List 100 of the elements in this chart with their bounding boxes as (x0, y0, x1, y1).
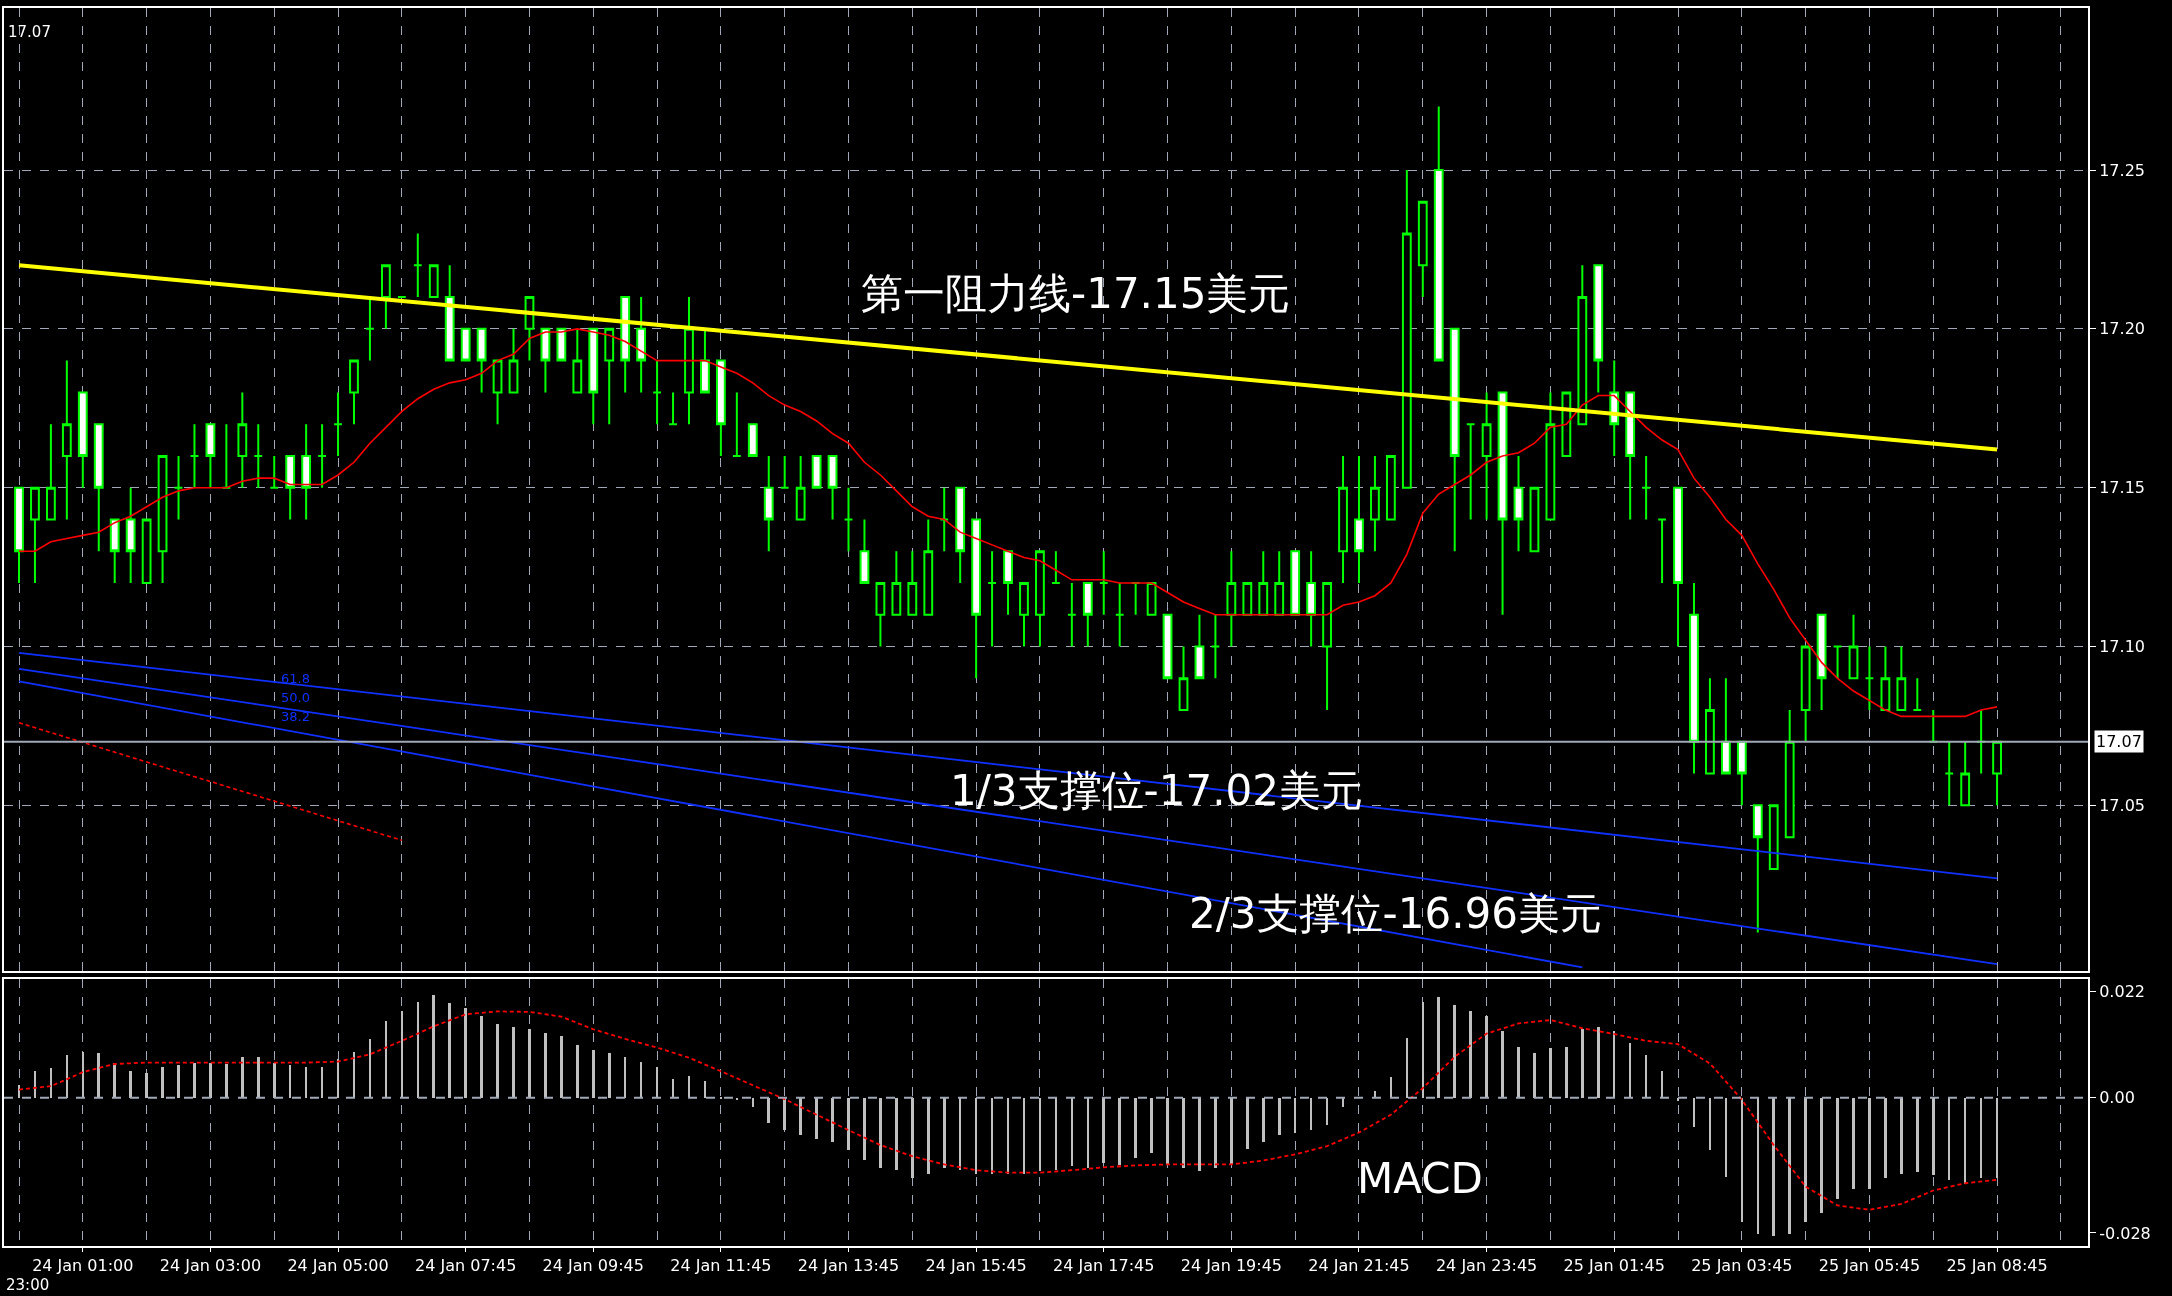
bar (1900, 1097, 1903, 1174)
annotation: 17.07 (8, 23, 51, 41)
candlestick (1800, 645, 1811, 743)
bar (1549, 1047, 1552, 1098)
candlestick (189, 423, 200, 489)
candlestick (492, 359, 503, 426)
bar (18, 1084, 20, 1098)
candlestick (1401, 169, 1412, 489)
bar (815, 1097, 818, 1139)
candlestick (907, 550, 918, 616)
candlestick (1641, 454, 1652, 521)
y-tick-label: -0.028 (2099, 1223, 2151, 1243)
bar (1852, 1097, 1855, 1189)
bar (1836, 1097, 1839, 1199)
candlestick (1720, 677, 1731, 775)
bar (1422, 1001, 1424, 1098)
candlestick (444, 264, 455, 362)
candlestick (636, 296, 647, 394)
bar (1820, 1097, 1823, 1213)
ref-line-label: 17.07 (2096, 732, 2142, 751)
bar (145, 1072, 148, 1098)
candlestick (460, 327, 471, 362)
x-tick-label: 25 Jan 08:45 (1946, 1256, 2048, 1276)
x-tick-label: 24 Jan 21:45 (1308, 1256, 1410, 1276)
candlestick (540, 327, 551, 394)
bar (688, 1075, 690, 1098)
bar (895, 1097, 898, 1170)
bar (209, 1062, 212, 1098)
bar (959, 1097, 961, 1170)
candlestick (1864, 645, 1875, 712)
bar (1661, 1070, 1663, 1098)
bar (672, 1078, 674, 1098)
bar (113, 1062, 116, 1098)
candlestick (843, 486, 854, 553)
candlestick (891, 550, 902, 616)
candlestick (1896, 645, 1907, 712)
candlestick (157, 454, 168, 584)
candlestick (1768, 804, 1779, 870)
bar (432, 994, 435, 1098)
candlestick (1992, 740, 2002, 807)
bar (1294, 1097, 1296, 1133)
bar (1214, 1097, 1217, 1168)
bar (576, 1044, 579, 1098)
bar (273, 1062, 276, 1098)
bar (720, 1096, 722, 1099)
x-tick-label: 25 Jan 01:45 (1563, 1256, 1665, 1276)
bar (1055, 1097, 1057, 1170)
candlestick (141, 518, 152, 584)
candlestick (572, 327, 583, 394)
candlestick (1449, 327, 1460, 553)
candlestick (1274, 550, 1285, 616)
candlestick (1784, 709, 1795, 839)
bar (799, 1097, 802, 1135)
bar (1597, 1026, 1600, 1098)
bar (1932, 1097, 1935, 1175)
bar (783, 1097, 786, 1130)
bar (1102, 1097, 1105, 1163)
bar (34, 1070, 36, 1098)
candlestick (1210, 613, 1221, 680)
bar (1757, 1097, 1759, 1234)
candlestick (1513, 454, 1524, 553)
x-tick-label: 24 Jan 17:45 (1053, 1256, 1155, 1276)
bar (624, 1056, 626, 1098)
bar (1868, 1097, 1871, 1189)
bar (927, 1097, 930, 1174)
candlestick (811, 454, 822, 489)
bar (480, 1015, 483, 1098)
bar (1469, 1010, 1472, 1098)
bar (1390, 1076, 1392, 1098)
annotation: 38.2 (281, 709, 310, 724)
x-tick-label: 24 Jan 03:00 (159, 1256, 262, 1276)
annotation: 61.8 (281, 671, 310, 686)
candlestick (668, 391, 678, 426)
candlestick (556, 327, 567, 362)
bar (1039, 1097, 1041, 1171)
candlestick (1736, 740, 1747, 807)
text: 23:00 (6, 1276, 50, 1294)
candlestick (1481, 391, 1492, 521)
bar (50, 1067, 52, 1098)
y-tick-label: 17.20 (2099, 319, 2146, 339)
candlestick (1832, 645, 1843, 680)
bar (831, 1097, 834, 1142)
candlestick (93, 423, 104, 553)
bar (1565, 1046, 1568, 1098)
candlestick (1880, 645, 1891, 712)
candlestick (1354, 454, 1364, 584)
bar (289, 1064, 291, 1098)
bar (1166, 1097, 1169, 1164)
bar (847, 1097, 850, 1150)
candlestick (1178, 645, 1189, 712)
bar (1437, 996, 1440, 1098)
candlestick (396, 296, 407, 299)
bar (1501, 1030, 1504, 1098)
bar (129, 1070, 132, 1098)
bar (353, 1051, 355, 1098)
candlestick (652, 359, 662, 426)
candlestick (1019, 582, 1029, 648)
y-tick-label: 0.00 (2099, 1088, 2135, 1108)
y-tick-label: 17.25 (2099, 160, 2146, 180)
bar (337, 1058, 339, 1098)
